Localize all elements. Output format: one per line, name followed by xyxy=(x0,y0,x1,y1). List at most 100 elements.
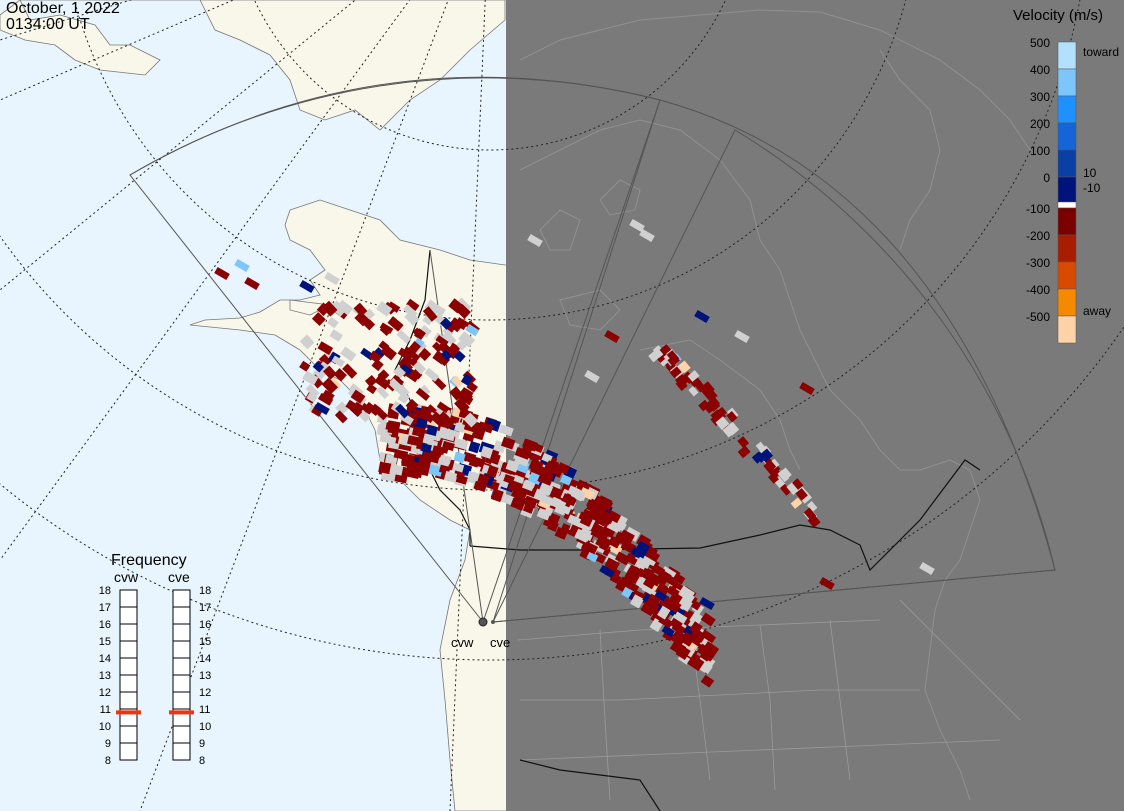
backscatter-cell xyxy=(371,358,384,372)
backscatter-cell xyxy=(648,349,662,363)
colorbar-cell xyxy=(1057,41,1077,70)
frequency-tick-label: 13 xyxy=(99,670,111,682)
backscatter-cell xyxy=(327,316,339,329)
backscatter-cell xyxy=(665,574,677,586)
backscatter-cell xyxy=(299,279,315,294)
backscatter-cell xyxy=(699,596,715,611)
backscatter-cell xyxy=(671,622,686,635)
backscatter-cell xyxy=(443,470,458,483)
backscatter-cell xyxy=(675,378,688,391)
backscatter-cell xyxy=(604,329,620,344)
backscatter-cell xyxy=(432,304,446,316)
colorbar-tick-label: 400 xyxy=(1030,63,1050,77)
backscatter-cell xyxy=(514,446,531,460)
backscatter-cell xyxy=(340,346,357,362)
backscatter-cell xyxy=(440,349,452,361)
backscatter-cell xyxy=(335,401,349,415)
backscatter-cell xyxy=(629,594,645,609)
frequency-panel: Frequency cvw cve 18 17 16 15 14 13 12 11 10 9 8 18… xyxy=(99,552,212,767)
backscatter-cell xyxy=(795,488,808,501)
frequency-tick-label: 15 xyxy=(199,636,211,648)
frequency-station-cve-label: cve xyxy=(168,569,190,585)
backscatter-cell xyxy=(536,507,551,521)
backscatter-cell xyxy=(349,404,363,417)
velocity-colorbar: Velocity (m/s) 500 400 300 200 100 0 -100 -200 -… xyxy=(1013,7,1119,344)
backscatter-cell xyxy=(722,424,736,438)
colorbar-tick-label: -200 xyxy=(1026,229,1050,243)
backscatter-cell xyxy=(706,397,721,412)
backscatter-cell xyxy=(554,526,569,540)
backscatter-cell xyxy=(376,301,393,317)
backscatter-cell xyxy=(441,440,455,452)
frequency-tick-label: 12 xyxy=(99,687,111,699)
backscatter-cell xyxy=(336,299,354,316)
backscatter-cell xyxy=(688,386,699,397)
backscatter-cell xyxy=(424,367,440,382)
backscatter-cell xyxy=(623,568,641,585)
backscatter-cell xyxy=(454,398,468,412)
backscatter-cell xyxy=(333,368,347,382)
backscatter-cell xyxy=(468,457,480,468)
backscatter-cell xyxy=(395,403,410,419)
backscatter-cell xyxy=(422,433,435,445)
backscatter-cell xyxy=(329,329,343,342)
backscatter-cell xyxy=(321,377,339,394)
backscatter-cell xyxy=(641,583,655,596)
backscatter-cell xyxy=(379,433,392,444)
backscatter-cell xyxy=(451,462,465,474)
night-side-lower xyxy=(518,560,1124,811)
backscatter-cell xyxy=(412,361,427,375)
backscatter-cell xyxy=(521,480,535,492)
backscatter-cell xyxy=(379,324,392,337)
backscatter-cell xyxy=(396,329,412,344)
backscatter-cell xyxy=(726,411,738,423)
backscatter-cell xyxy=(630,547,646,561)
backscatter-cell xyxy=(390,374,405,388)
backscatter-cell xyxy=(353,302,368,317)
backscatter-cell xyxy=(378,340,390,352)
backscatter-cell xyxy=(642,577,656,590)
colorbar-tick-label: 0 xyxy=(1043,171,1050,185)
radar-site-cvw-label: cvw xyxy=(451,635,474,650)
backscatter-cell xyxy=(527,233,543,248)
colorbar-tick-label: -400 xyxy=(1026,283,1050,297)
frequency-tick-label: 9 xyxy=(105,738,111,750)
frequency-tick-label: 11 xyxy=(100,704,111,716)
backscatter-cell xyxy=(468,441,481,454)
frequency-tick-label: 16 xyxy=(99,619,111,631)
frequency-tick-label: 12 xyxy=(199,687,211,699)
backscatter-cell xyxy=(599,564,615,579)
backscatter-cell xyxy=(678,360,691,374)
backscatter-cell xyxy=(334,410,348,424)
frequency-tick-label: 8 xyxy=(199,755,205,767)
backscatter-cell xyxy=(769,458,780,469)
backscatter-cell xyxy=(689,611,704,626)
backscatter-cell xyxy=(700,674,715,688)
frequency-tick-label: 17 xyxy=(199,602,211,614)
backscatter-cell xyxy=(432,341,444,353)
frequency-tick-label: 11 xyxy=(199,704,210,716)
backscatter-cell xyxy=(422,314,434,326)
backscatter-cell xyxy=(389,464,404,476)
backscatter-cell xyxy=(763,459,777,473)
backscatter-cell xyxy=(415,387,430,401)
backscatter-cell xyxy=(687,654,705,672)
backscatter-cell xyxy=(312,361,325,373)
backscatter-cell xyxy=(453,451,466,464)
backscatter-cell xyxy=(629,218,645,233)
colorbar-zero-band xyxy=(1057,201,1077,209)
colorbar-tick-label: 200 xyxy=(1030,117,1050,131)
backscatter-cell xyxy=(324,271,340,286)
backscatter-cell xyxy=(639,228,655,243)
backscatter-cell xyxy=(619,576,633,589)
backscatter-cell xyxy=(689,621,703,635)
backscatter-cell xyxy=(463,412,479,428)
backscatter-cell xyxy=(331,355,345,368)
backscatter-cell xyxy=(305,383,320,399)
backscatter-cell xyxy=(559,474,573,486)
radar-site-cve-marker xyxy=(491,620,495,624)
backscatter-cell xyxy=(413,337,425,349)
backscatter-cell xyxy=(399,363,413,376)
backscatter-cell xyxy=(671,581,684,594)
